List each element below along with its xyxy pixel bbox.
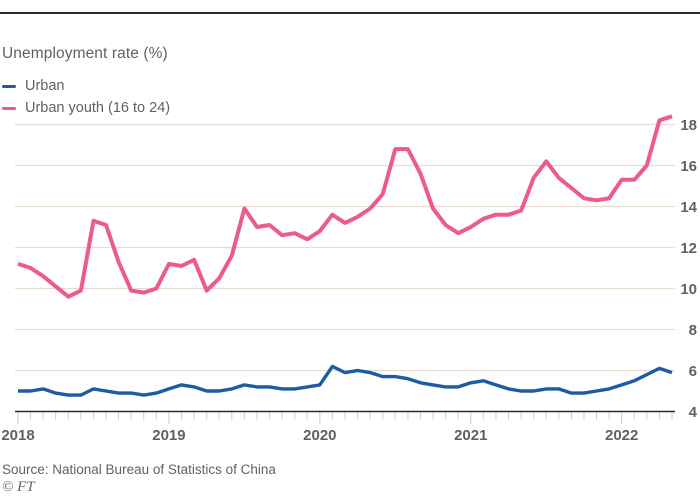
x-axis-label-2019: 2019 bbox=[152, 427, 185, 444]
x-axis-label-2020: 2020 bbox=[303, 427, 336, 444]
y-axis-label-12: 12 bbox=[680, 240, 697, 257]
x-axis-label-2018: 2018 bbox=[1, 427, 34, 444]
y-axis-label-6: 6 bbox=[689, 363, 697, 380]
chart-title: Unemployment rate (%) bbox=[2, 45, 168, 62]
y-axis-label-8: 8 bbox=[689, 322, 697, 339]
y-axis-label-14: 14 bbox=[680, 199, 697, 216]
y-axis-label-16: 16 bbox=[680, 158, 697, 175]
y-axis-label-18: 18 bbox=[680, 117, 697, 134]
legend-label-urban: Urban bbox=[25, 78, 65, 95]
legend: Urban Urban youth (16 to 24) bbox=[2, 79, 170, 116]
urban-youth-line-swatch bbox=[2, 106, 16, 111]
y-axis-label-10: 10 bbox=[680, 281, 697, 298]
legend-item-urban: Urban bbox=[2, 79, 170, 94]
source-note: Source: National Bureau of Statistics of… bbox=[2, 462, 276, 477]
ft-credit: © FT bbox=[2, 479, 35, 495]
y-axis-label-4: 4 bbox=[689, 404, 698, 421]
urban-line-swatch bbox=[2, 84, 16, 89]
x-axis-label-2022: 2022 bbox=[605, 427, 638, 444]
urban-series-line bbox=[18, 364, 673, 397]
legend-item-urban-youth: Urban youth (16 to 24) bbox=[2, 101, 170, 116]
legend-label-urban-youth: Urban youth (16 to 24) bbox=[25, 100, 171, 117]
top-rule bbox=[0, 12, 700, 14]
x-axis-label-2021: 2021 bbox=[454, 427, 487, 444]
urban-youth-series-line bbox=[17, 114, 673, 299]
